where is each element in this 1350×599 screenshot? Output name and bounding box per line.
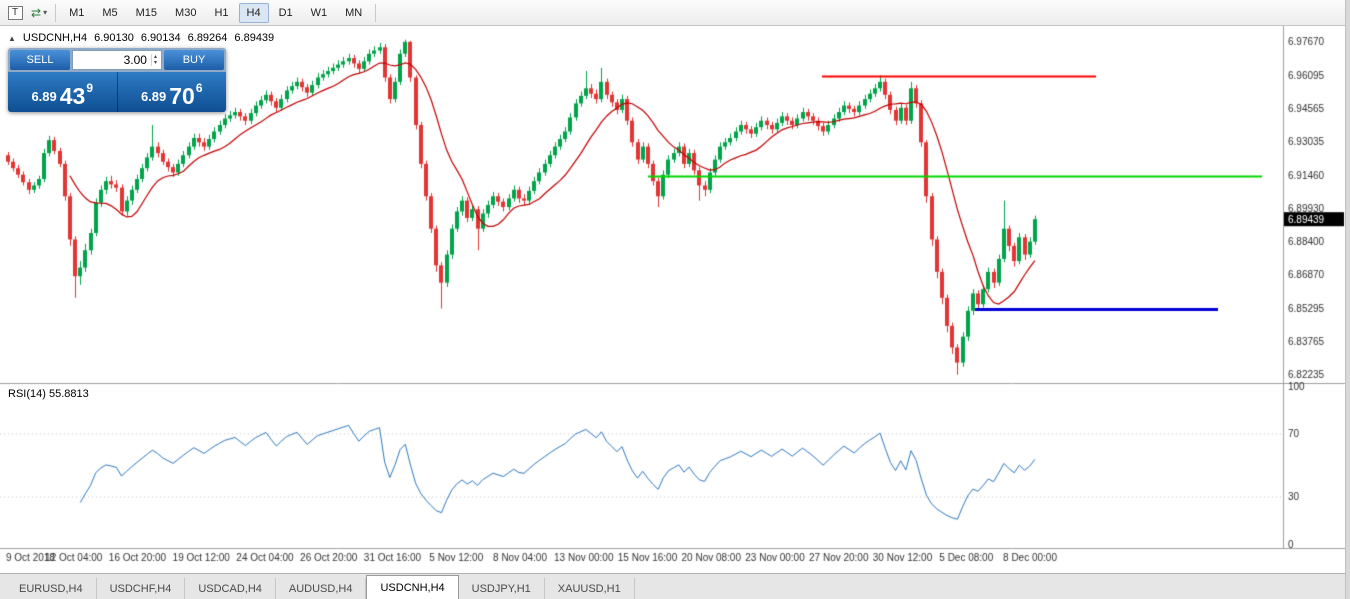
timeframe-mn[interactable]: MN (345, 6, 363, 19)
rsi-value: 55.8813 (48, 388, 89, 400)
timeframe-m5[interactable]: M5 (102, 6, 118, 19)
one-click-trading-panel: SELL 3.00 ▴ ▾ BUY 6.89 43 9 6.89 70 6 (8, 48, 226, 112)
buy-button[interactable]: BUY (164, 50, 224, 70)
volume-value: 3.00 (123, 53, 147, 67)
dropdown-caret-icon: ▾ (43, 8, 48, 17)
toolbar-separator (55, 3, 57, 22)
buy-price-base: 6.89 (140, 89, 167, 104)
sell-button[interactable]: SELL (10, 50, 70, 70)
window-edge (1345, 0, 1350, 599)
price-divider (116, 72, 118, 112)
sell-price[interactable]: 6.89 43 9 (8, 72, 117, 112)
rsi-indicator-label: RSI(14) 55.8813 (8, 388, 89, 400)
timeframe-m1[interactable]: M1 (69, 6, 85, 19)
toolbar: T ⇄ ▾ M1 M5 M15 M30 H1 H4 D1 W1 MN (0, 0, 1350, 26)
volume-spinner[interactable]: ▴ ▾ (150, 54, 159, 66)
chart-area: ▲ USDCNH,H4 6.90130 6.90134 6.89264 6.89… (0, 26, 1350, 573)
timeframe-m30[interactable]: M30 (175, 6, 197, 19)
sell-price-base: 6.89 (31, 89, 57, 104)
timeframe-w1[interactable]: W1 (310, 6, 328, 19)
toolbar-separator (375, 3, 377, 22)
collapse-arrow-icon[interactable]: ▲ (8, 33, 16, 43)
tab-usdjpy-h1[interactable]: USDJPY,H1 (459, 578, 545, 599)
chart-tab-bar: EURUSD,H4 USDCHF,H4 USDCAD,H4 AUDUSD,H4 USDC… (0, 573, 1350, 599)
ohlc-low: 6.89264 (187, 32, 228, 44)
timeframe-h4[interactable]: H4 (238, 2, 269, 23)
ohlc-close: 6.89439 (234, 32, 275, 44)
buy-price-pips: 70 (169, 83, 195, 110)
chart-window-button[interactable]: T (3, 3, 27, 23)
spinner-down-icon[interactable]: ▾ (153, 60, 157, 66)
chart-shift-icon: ⇄ (31, 5, 42, 20)
volume-input[interactable]: 3.00 ▴ ▾ (72, 50, 162, 70)
timeframe-m15[interactable]: M15 (135, 6, 158, 19)
timeframe-h1[interactable]: H1 (214, 6, 229, 19)
timeframe-d1[interactable]: D1 (278, 6, 293, 19)
chart-title: ▲ USDCNH,H4 6.90130 6.90134 6.89264 6.89… (8, 32, 274, 44)
tab-usdchf-h4[interactable]: USDCHF,H4 (97, 578, 186, 599)
window-icon: T (7, 5, 23, 20)
price-chart-canvas[interactable] (0, 26, 1350, 573)
sell-price-pips: 43 (59, 83, 86, 110)
buy-price[interactable]: 6.89 70 6 (118, 72, 227, 112)
tab-usdcnh-h4[interactable]: USDCNH,H4 (366, 575, 459, 599)
spinner-up-icon[interactable]: ▴ (153, 54, 157, 60)
timeframe-group: M1 M5 M15 M30 H1 H4 D1 W1 MN (60, 2, 371, 23)
chart-tools-button[interactable]: ⇄ ▾ (27, 3, 51, 23)
rsi-name: RSI(14) (8, 388, 46, 400)
buy-price-point: 6 (195, 81, 203, 95)
tab-xauusd-h1[interactable]: XAUUSD,H1 (545, 578, 635, 599)
tab-usdcad-h4[interactable]: USDCAD,H4 (185, 578, 276, 599)
ohlc-high: 6.90134 (140, 32, 181, 44)
ohlc-open: 6.90130 (94, 32, 134, 44)
tab-audusd-h4[interactable]: AUDUSD,H4 (276, 578, 367, 599)
sell-price-point: 9 (86, 81, 94, 95)
tab-eurusd-h4[interactable]: EURUSD,H4 (6, 578, 97, 599)
symbol-label: USDCNH,H4 (22, 32, 88, 44)
